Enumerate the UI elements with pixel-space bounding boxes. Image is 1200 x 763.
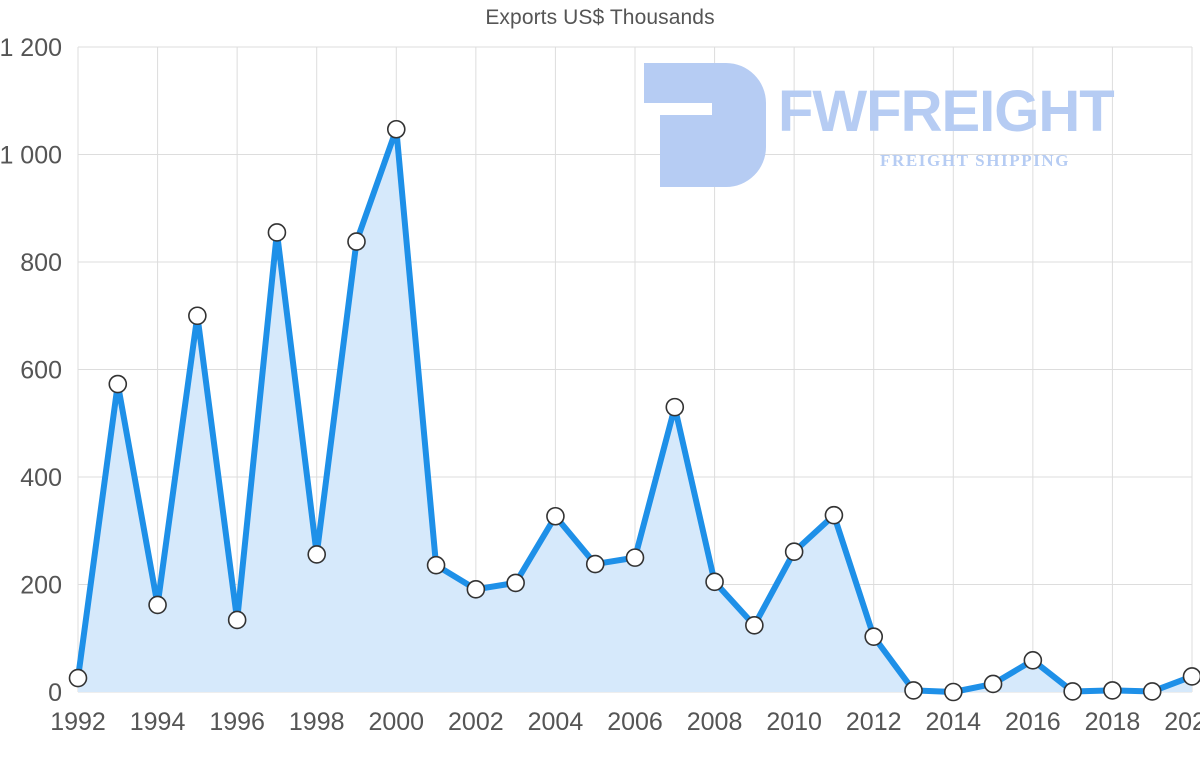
data-point-2016[interactable] (1023, 650, 1043, 670)
data-point-1992[interactable] (68, 668, 88, 688)
area-fill (78, 129, 1192, 693)
data-point-2000[interactable] (386, 119, 406, 139)
data-point-1993[interactable] (108, 374, 128, 394)
data-point-2010[interactable] (784, 542, 804, 562)
x-tick-2008: 2008 (687, 708, 743, 736)
y-tick-1000: 1 000 (0, 142, 62, 170)
x-tick-2002: 2002 (448, 708, 504, 736)
x-tick-1992: 1992 (50, 708, 106, 736)
y-tick-0: 0 (48, 679, 62, 707)
data-point-2005[interactable] (585, 554, 605, 574)
y-tick-800: 800 (20, 249, 62, 277)
data-point-2020[interactable] (1182, 667, 1200, 686)
data-point-2004[interactable] (546, 506, 565, 526)
x-tick-2006: 2006 (607, 708, 663, 736)
data-point-1996[interactable] (227, 610, 247, 630)
x-tick-1996: 1996 (209, 708, 265, 736)
data-point-1998[interactable] (307, 545, 327, 564)
data-point-2001[interactable] (426, 555, 446, 575)
y-axis-tick-labels: 0 200 400 600 800 1 000 1 200 (0, 34, 62, 707)
y-tick-400: 400 (20, 464, 62, 492)
data-point-2011[interactable] (824, 505, 844, 525)
data-point-2017[interactable] (1063, 682, 1082, 701)
data-point-2015[interactable] (983, 674, 1003, 694)
data-point-1995[interactable] (188, 306, 207, 326)
data-point-markers[interactable] (68, 119, 1200, 702)
x-tick-2004: 2004 (528, 708, 584, 736)
x-tick-1994: 1994 (130, 708, 186, 736)
y-tick-200: 200 (20, 572, 62, 600)
data-point-1999[interactable] (347, 232, 366, 251)
data-point-1997[interactable] (267, 223, 287, 242)
data-point-2018[interactable] (1103, 681, 1122, 700)
data-point-2009[interactable] (745, 616, 764, 635)
x-tick-2000: 2000 (368, 708, 424, 736)
data-point-2014[interactable] (943, 682, 963, 702)
x-tick-1998: 1998 (289, 708, 345, 736)
y-tick-600: 600 (20, 357, 62, 385)
x-tick-2012: 2012 (846, 708, 902, 736)
data-point-1994[interactable] (148, 595, 167, 615)
data-point-2006[interactable] (625, 548, 645, 567)
chart-title: Exports US$ Thousands (485, 6, 715, 29)
data-point-2003[interactable] (506, 573, 525, 593)
x-tick-2010: 2010 (766, 708, 822, 736)
data-point-2012[interactable] (864, 627, 884, 646)
data-point-2002[interactable] (466, 580, 486, 599)
data-point-2019[interactable] (1142, 682, 1162, 701)
x-axis-tick-labels: 1992 1994 1996 1998 2000 2002 2004 2006 2008 2010… (50, 708, 1200, 736)
x-tick-2020: 2020 (1164, 708, 1200, 736)
x-tick-2016: 2016 (1005, 708, 1061, 736)
x-tick-2018: 2018 (1085, 708, 1141, 736)
data-point-2007[interactable] (665, 397, 685, 417)
x-tick-2014: 2014 (925, 708, 981, 736)
data-point-2013[interactable] (904, 681, 923, 700)
y-tick-1200: 1 200 (0, 34, 62, 62)
data-point-2008[interactable] (705, 572, 724, 592)
